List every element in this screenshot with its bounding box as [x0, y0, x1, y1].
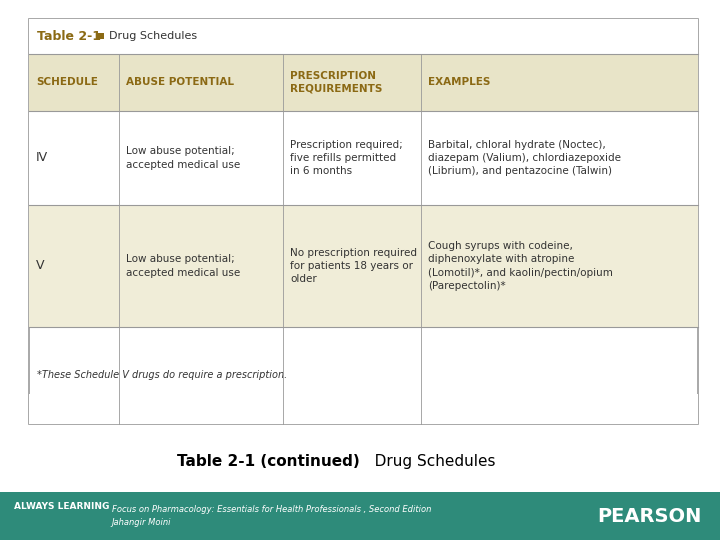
Text: Drug Schedules: Drug Schedules	[360, 454, 495, 469]
Bar	[29, 205, 698, 327]
Text: Low abuse potential;
accepted medical use: Low abuse potential; accepted medical us…	[127, 146, 240, 170]
Bar	[29, 19, 698, 424]
Text: Drug Schedules: Drug Schedules	[109, 31, 197, 42]
Text: EXAMPLES: EXAMPLES	[428, 77, 490, 87]
Bar	[29, 111, 698, 205]
Text: Cough syrups with codeine,
diphenoxylate with atropine
(Lomotil)*, and kaolin/pe: Cough syrups with codeine, diphenoxylate…	[428, 241, 613, 291]
Text: *These Schedule V drugs do require a prescription.: *These Schedule V drugs do require a pre…	[37, 370, 288, 380]
Text: ABUSE POTENTIAL: ABUSE POTENTIAL	[127, 77, 235, 87]
Text: Low abuse potential;
accepted medical use: Low abuse potential; accepted medical us…	[127, 254, 240, 278]
Bar	[29, 394, 698, 424]
Text: PEARSON: PEARSON	[598, 507, 702, 526]
Text: ALWAYS LEARNING: ALWAYS LEARNING	[14, 502, 109, 511]
Text: V: V	[36, 259, 45, 273]
Text: SCHEDULE: SCHEDULE	[36, 77, 98, 87]
Text: Focus on Pharmacology: Essentials for Health Professionals , Second Edition
Jaha: Focus on Pharmacology: Essentials for He…	[112, 505, 431, 527]
Bar	[29, 19, 698, 54]
Text: No prescription required
for patients 18 years or
older: No prescription required for patients 18…	[290, 248, 418, 284]
Text: Prescription required;
five refills permitted
in 6 months: Prescription required; five refills perm…	[290, 140, 403, 176]
Text: IV: IV	[36, 151, 48, 165]
Text: Table 2-1: Table 2-1	[37, 30, 106, 43]
Text: Table 2-1 (continued): Table 2-1 (continued)	[177, 454, 360, 469]
Bar	[0, 492, 720, 540]
Text: Barbital, chloral hydrate (Noctec),
diazepam (Valium), chlordiazepoxide
(Librium: Barbital, chloral hydrate (Noctec), diaz…	[428, 140, 621, 176]
Bar	[96, 33, 104, 39]
Bar	[29, 54, 698, 111]
Text: PRESCRIPTION
REQUIREMENTS: PRESCRIPTION REQUIREMENTS	[290, 71, 383, 93]
